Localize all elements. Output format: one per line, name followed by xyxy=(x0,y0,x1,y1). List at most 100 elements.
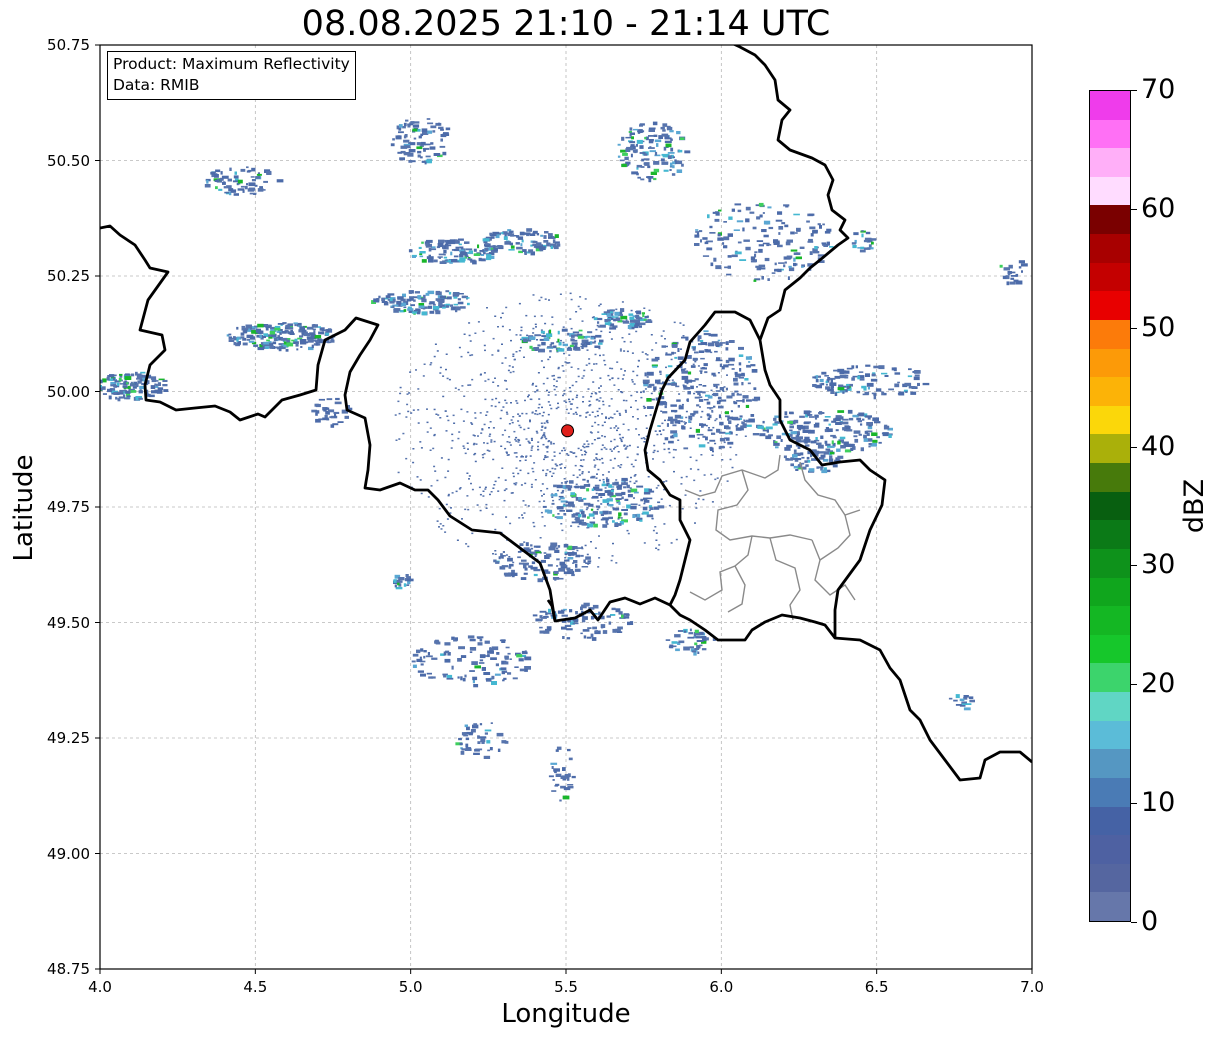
echo-cell xyxy=(417,409,420,411)
echo-cell xyxy=(466,472,469,474)
echo-cell xyxy=(327,329,330,332)
echo-cell xyxy=(702,367,705,370)
echo-cell xyxy=(682,335,685,337)
echo-cell xyxy=(784,411,788,416)
echo-cell xyxy=(468,322,471,324)
echo-cell xyxy=(620,308,625,312)
echo-cell xyxy=(477,244,480,249)
echo-cell xyxy=(531,548,534,550)
echo-cell xyxy=(642,390,645,393)
echo-cell xyxy=(288,331,294,335)
echo-cell xyxy=(130,381,133,384)
echo-cell xyxy=(577,519,584,522)
echo-cell xyxy=(245,324,252,329)
echo-cell xyxy=(531,445,534,447)
echo-cell xyxy=(636,513,641,518)
echo-cell xyxy=(619,350,622,352)
echo-cell xyxy=(577,335,584,339)
echo-cell xyxy=(785,205,789,208)
echo-cell xyxy=(615,308,618,311)
echo-cell xyxy=(543,458,545,461)
echo-cell xyxy=(591,442,594,445)
echo-cell xyxy=(573,486,580,488)
echo-cell xyxy=(717,345,721,348)
echo-cell xyxy=(529,551,537,555)
echo-cell xyxy=(439,366,442,369)
echo-cell xyxy=(412,409,415,411)
echo-cell xyxy=(137,380,142,384)
echo-cell xyxy=(493,484,496,486)
echo-cell xyxy=(234,171,237,175)
echo-cell xyxy=(596,473,598,475)
echo-cell xyxy=(605,416,607,418)
echo-cell xyxy=(966,703,972,705)
echo-cell xyxy=(532,327,535,330)
echo-cell xyxy=(838,439,844,443)
echo-cell xyxy=(518,517,521,519)
echo-cell xyxy=(531,348,535,351)
echo-cell xyxy=(445,503,448,506)
echo-cell xyxy=(398,412,401,415)
echo-cell xyxy=(715,418,718,420)
echo-cell xyxy=(556,489,559,492)
echo-cell xyxy=(615,608,621,613)
echo-cell xyxy=(424,161,427,165)
echo-cell xyxy=(581,339,589,344)
echo-cell xyxy=(319,327,325,331)
echo-cell xyxy=(529,345,533,349)
echo-cell xyxy=(472,676,478,681)
echo-cell xyxy=(830,434,836,437)
echo-cell xyxy=(518,415,521,417)
echo-cell xyxy=(452,306,460,310)
echo-cell xyxy=(649,139,654,142)
echo-cell xyxy=(534,549,540,552)
echo-cell xyxy=(714,342,720,346)
echo-cell xyxy=(898,391,905,396)
echo-cell xyxy=(424,143,431,146)
echo-cell xyxy=(438,301,443,306)
echo-cell xyxy=(519,460,522,462)
echo-cell xyxy=(584,298,587,300)
echo-cell xyxy=(599,397,602,399)
echo-cell xyxy=(632,514,636,518)
echo-cell xyxy=(841,440,844,444)
echo-cell xyxy=(685,379,693,383)
echo-cell xyxy=(606,615,611,618)
echo-cell xyxy=(629,487,632,489)
echo-cell xyxy=(100,379,103,384)
echo-cell xyxy=(506,452,508,454)
echo-cell xyxy=(468,250,473,254)
echo-cell xyxy=(489,421,492,423)
echo-cell xyxy=(490,249,498,253)
echo-cell xyxy=(533,315,536,318)
echo-cell xyxy=(498,401,501,404)
echo-cell xyxy=(540,296,543,299)
echo-cell xyxy=(541,436,544,438)
echo-cell xyxy=(100,387,103,391)
echo-cell xyxy=(505,451,508,453)
echo-cell xyxy=(855,365,858,369)
echo-cell xyxy=(636,310,642,315)
echo-cell xyxy=(649,414,652,416)
echo-cell xyxy=(515,400,518,402)
echo-cell xyxy=(609,459,612,461)
echo-cell xyxy=(497,326,499,328)
echo-cell xyxy=(659,387,662,389)
echo-cell xyxy=(479,723,483,726)
echo-cell xyxy=(556,558,560,561)
echo-cell xyxy=(417,150,422,154)
echo-cell xyxy=(573,560,578,564)
echo-cell xyxy=(733,418,741,421)
echo-cell xyxy=(620,391,622,393)
echo-cell xyxy=(483,372,486,374)
echo-cell xyxy=(726,395,733,399)
echo-cell xyxy=(671,641,678,644)
echo-cell xyxy=(728,357,735,362)
echo-cell xyxy=(423,148,426,152)
echo-cell xyxy=(639,152,646,154)
echo-cell xyxy=(429,310,435,314)
echo-cell xyxy=(390,298,396,303)
echo-cell xyxy=(706,349,711,353)
echo-cell xyxy=(677,348,680,352)
echo-cell xyxy=(550,494,558,497)
